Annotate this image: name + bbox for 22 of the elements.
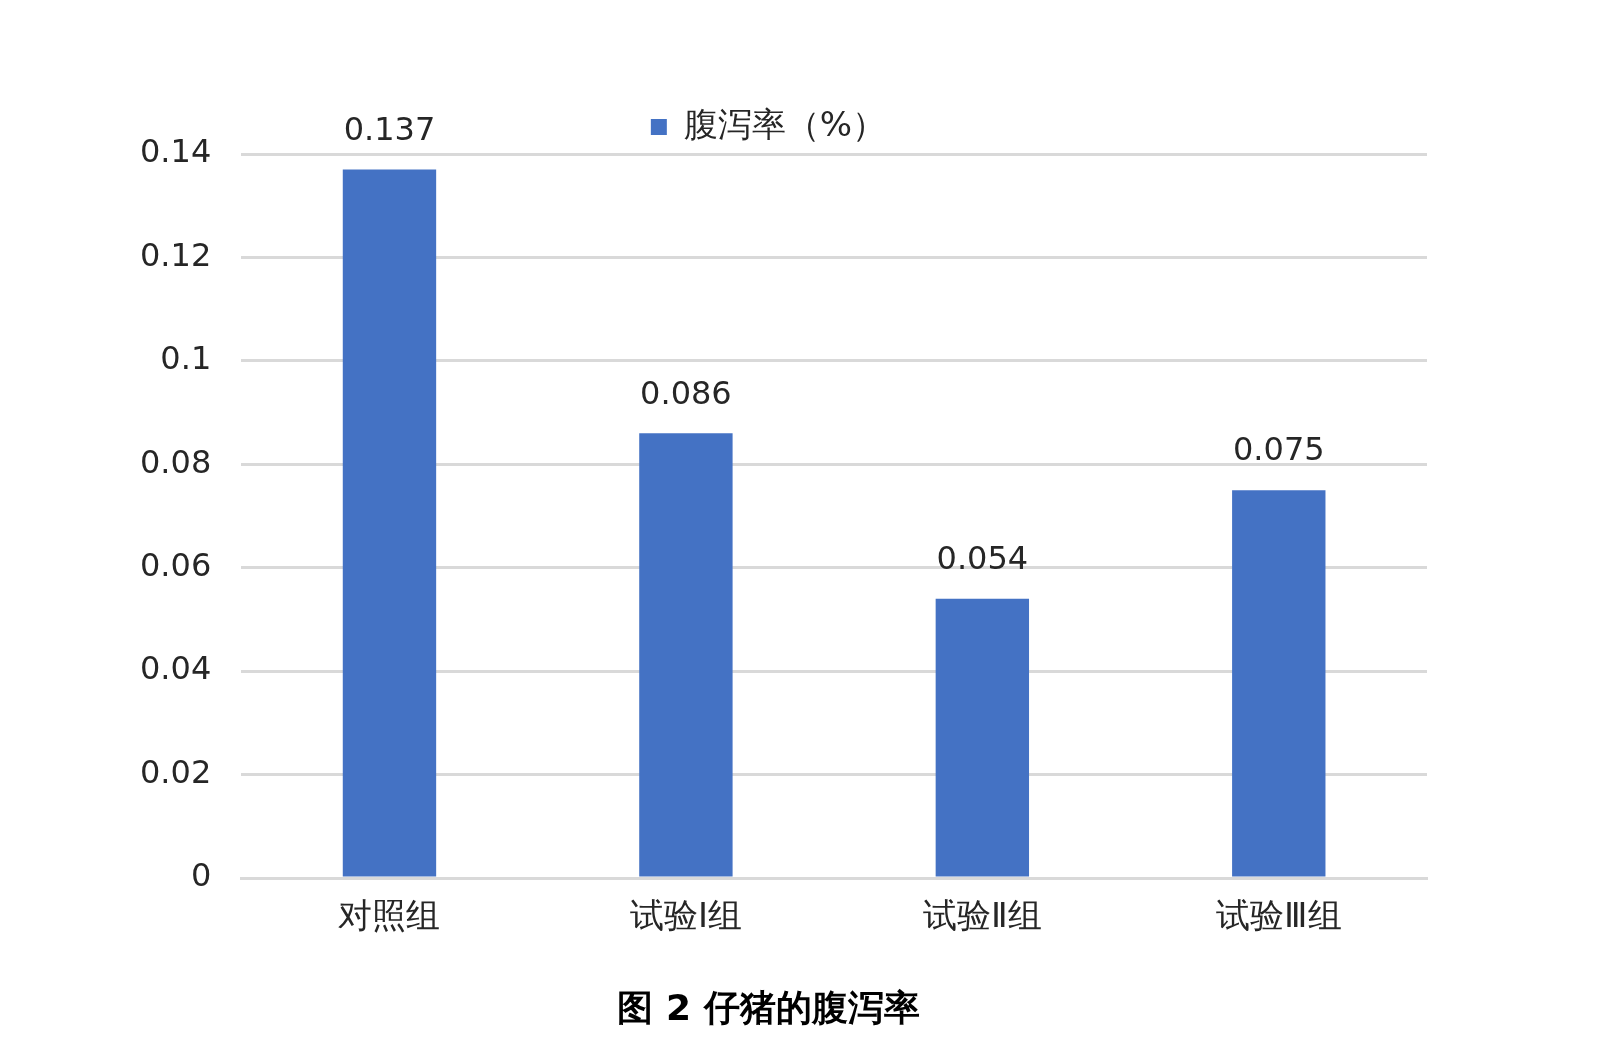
y-tick-label: 0.04: [140, 649, 212, 688]
data-label: 0.137: [343, 109, 436, 148]
y-tick-label: 0.1: [160, 339, 212, 378]
bar: [1232, 490, 1326, 877]
bar: [639, 433, 733, 877]
bar: [342, 169, 437, 877]
data-label: 0.086: [640, 373, 732, 412]
y-tick-label: 0.08: [140, 442, 212, 481]
text: 图 2 仔猪的腹泻率: [617, 986, 920, 1028]
y-tick-label: 0.02: [140, 752, 212, 791]
y-tick-label: 0.14: [140, 132, 212, 171]
x-tick-label: 试验Ⅱ组: [922, 895, 1042, 936]
legend-label: 腹泻率（%）: [683, 103, 887, 144]
y-tick-label: 0.12: [140, 235, 212, 274]
data-label: 0.075: [1232, 430, 1325, 469]
x-tick-label: 对照组: [338, 895, 441, 936]
x-tick-label: 试验Ⅲ组: [1216, 895, 1342, 936]
y-tick-label: 0.06: [140, 546, 212, 585]
data-label: 0.054: [936, 539, 1029, 578]
bar: [935, 598, 1030, 877]
x-tick-label: 试验Ⅰ组: [629, 895, 742, 936]
y-tick-label: 0: [190, 856, 212, 895]
